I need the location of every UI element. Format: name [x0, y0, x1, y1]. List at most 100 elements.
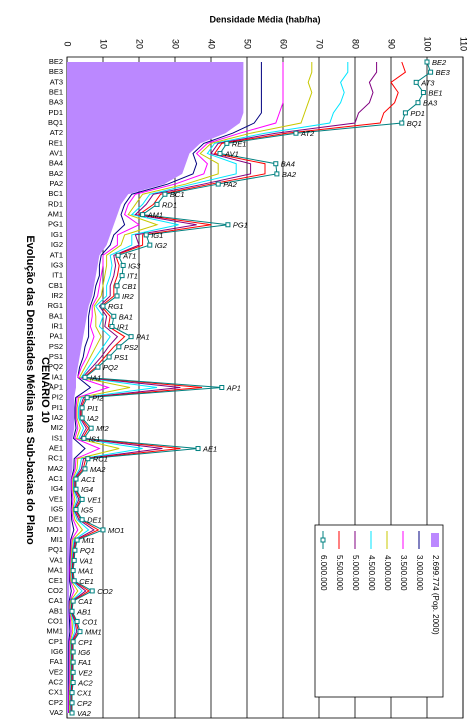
marker: [74, 618, 80, 624]
marker: [106, 354, 112, 360]
data-label: MA1: [78, 567, 93, 576]
category-label: BA4: [49, 159, 63, 168]
axis-title: Densidade Média (hab/ha): [209, 14, 320, 24]
marker: [73, 507, 79, 513]
data-label: CE1: [79, 577, 94, 586]
data-label: RD1: [162, 200, 177, 209]
data-label: CP1: [78, 638, 93, 647]
legend-label: 5.000.000: [351, 555, 360, 591]
marker: [120, 262, 126, 268]
data-label: MI2: [96, 424, 109, 433]
series-line: [67, 62, 262, 713]
category-label: AV1: [49, 149, 63, 158]
data-label: IG3: [128, 261, 141, 270]
x-tick-label: 30: [171, 39, 181, 49]
legend-label: 6.000.000: [319, 555, 328, 591]
category-label: IA1: [52, 372, 63, 381]
legend-box: [314, 524, 444, 698]
category-label: FA1: [50, 657, 63, 666]
marker: [74, 537, 80, 543]
marker: [154, 201, 160, 207]
marker: [140, 212, 146, 218]
category-label: CX1: [48, 688, 63, 697]
x-tick-label: 110: [459, 37, 469, 51]
data-label: PS1: [114, 353, 128, 362]
category-label: PA2: [49, 179, 63, 188]
category-label: AM1: [48, 210, 63, 219]
category-label: PG1: [48, 220, 63, 229]
marker: [88, 425, 94, 431]
category-label: VA1: [49, 555, 63, 564]
marker: [128, 334, 134, 340]
marker: [70, 568, 76, 574]
category-label: CP1: [48, 637, 63, 646]
data-label: PQ1: [80, 546, 95, 555]
marker: [69, 690, 75, 696]
marker: [82, 374, 88, 380]
data-label: PD1: [410, 109, 425, 118]
category-label: IG2: [51, 240, 63, 249]
x-tick-label: 80: [351, 39, 361, 49]
category-label: AC2: [48, 677, 63, 686]
data-label: RG1: [108, 302, 123, 311]
marker: [73, 486, 79, 492]
data-label: AP1: [226, 383, 241, 392]
marker: [77, 629, 83, 635]
category-label: AT3: [50, 77, 63, 86]
legend-marker: [320, 537, 326, 543]
data-label: BE1: [428, 89, 442, 98]
x-tick-label: 60: [279, 39, 289, 49]
category-label: IT1: [52, 271, 63, 280]
marker: [70, 649, 76, 655]
category-label: RG1: [48, 301, 63, 310]
marker: [273, 161, 279, 167]
category-label: BQ1: [48, 118, 63, 127]
category-label: RD1: [48, 199, 63, 208]
category-label: AB1: [49, 606, 63, 615]
data-label: CX1: [77, 689, 92, 698]
x-tick-label: 20: [135, 39, 145, 49]
marker: [114, 293, 120, 299]
marker: [70, 639, 76, 645]
data-label: BA2: [282, 170, 297, 179]
marker: [82, 466, 88, 472]
marker: [84, 395, 90, 401]
marker: [114, 283, 120, 289]
category-label: CO1: [48, 616, 63, 625]
data-label: AB1: [76, 607, 91, 616]
marker: [100, 527, 106, 533]
category-label: IG1: [51, 230, 63, 239]
category-label: AE1: [49, 444, 63, 453]
data-label: BQ1: [407, 119, 422, 128]
data-label: IG5: [81, 506, 94, 515]
category-label: CA1: [48, 596, 63, 605]
data-label: PA2: [223, 180, 237, 189]
marker: [70, 669, 76, 675]
data-label: BC1: [170, 190, 185, 199]
category-label: IG6: [51, 647, 63, 656]
series-line: [69, 62, 313, 713]
data-label: MM1: [85, 628, 102, 637]
marker: [79, 496, 85, 502]
legend-label: 2.699.774 (Pop. 2000): [431, 555, 440, 635]
category-label: PS2: [49, 342, 63, 351]
marker: [109, 323, 115, 329]
data-label: AV1: [224, 150, 239, 159]
data-label: AT1: [122, 251, 136, 260]
marker: [71, 578, 77, 584]
marker: [293, 130, 299, 136]
marker: [162, 191, 168, 197]
marker: [217, 151, 223, 157]
marker: [143, 232, 149, 238]
category-label: PI1: [52, 403, 63, 412]
marker: [72, 547, 78, 553]
data-label: AC2: [77, 678, 93, 687]
category-label: AP1: [49, 382, 63, 391]
category-label: BE3: [49, 67, 63, 76]
marker: [100, 303, 106, 309]
data-label: BE3: [436, 68, 451, 77]
category-label: BA2: [49, 169, 63, 178]
legend-swatch: [431, 533, 439, 547]
marker: [73, 476, 79, 482]
